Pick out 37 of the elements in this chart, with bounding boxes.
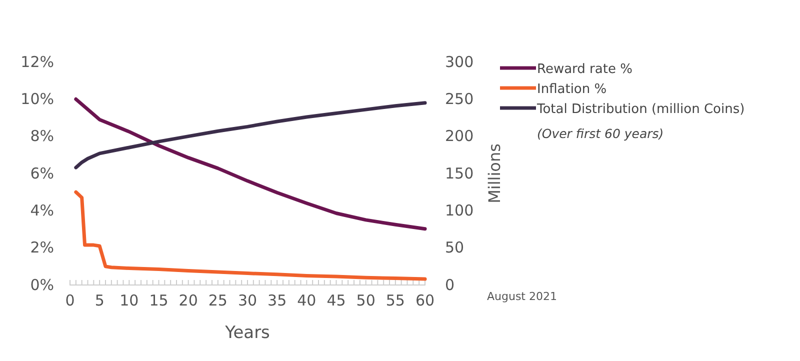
- x-tick-label: 30: [238, 292, 258, 310]
- legend-label: Reward rate %: [537, 62, 632, 77]
- y2-tick-label: 200: [445, 127, 474, 146]
- y2-tick-label: 250: [445, 90, 474, 108]
- y2-tick-label: 150: [445, 164, 474, 182]
- x-tick-label: 35: [268, 292, 287, 310]
- x-tick-label: 50: [356, 292, 376, 310]
- y-tick-label: 6%: [30, 164, 54, 182]
- y-tick-label: 12%: [20, 52, 54, 71]
- x-tick-label: 60: [415, 292, 435, 310]
- y-tick-label: 10%: [20, 90, 54, 108]
- x-tick-label: 25: [208, 292, 228, 310]
- y2-tick-label: 50: [445, 238, 464, 257]
- x-tick-label: 15: [149, 292, 168, 310]
- y-tick-label: 4%: [30, 201, 54, 220]
- line-series: [74, 190, 427, 281]
- x-axis-title: Years: [224, 323, 270, 343]
- text: (Over first 60 years): [537, 126, 664, 141]
- x-tick-label: 10: [120, 292, 139, 310]
- x-tick-label: 5: [94, 292, 104, 310]
- y-tick-label: 2%: [30, 238, 54, 257]
- line-series: [74, 101, 427, 170]
- y2-axis-title: Millions: [485, 144, 504, 204]
- y2-tick-label: 0: [445, 276, 455, 294]
- x-tick-label: 55: [386, 292, 405, 310]
- y-tick-label: 8%: [30, 127, 54, 146]
- y-tick-label: 0%: [30, 276, 54, 294]
- text: August 2021: [487, 290, 557, 303]
- legend-label: Total Distribution (million Coins): [536, 102, 745, 117]
- y2-tick-label: 100: [445, 201, 474, 220]
- x-tick-label: 40: [297, 292, 316, 310]
- x-tick-label: 20: [178, 292, 198, 310]
- legend-label: Inflation %: [537, 82, 607, 97]
- x-tick-label: 45: [326, 292, 346, 310]
- x-tick-label: 0: [65, 292, 75, 310]
- line-series: [74, 97, 427, 231]
- y2-tick-label: 300: [445, 52, 474, 71]
